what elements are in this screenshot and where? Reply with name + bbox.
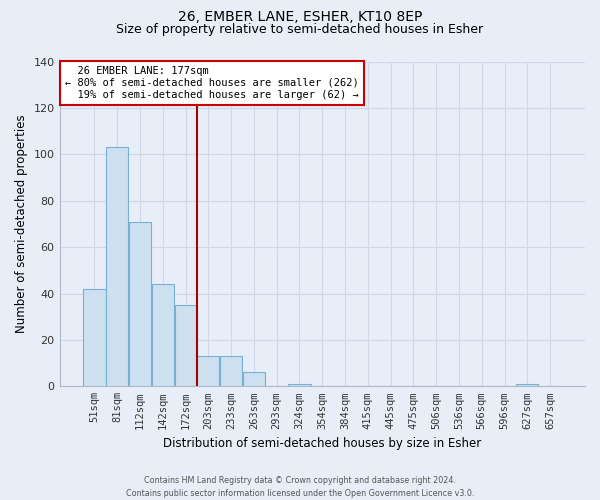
Bar: [106, 148, 128, 386]
Y-axis label: Number of semi-detached properties: Number of semi-detached properties: [15, 114, 28, 333]
Bar: [152, 284, 174, 386]
Text: 26 EMBER LANE: 177sqm
← 80% of semi-detached houses are smaller (262)
  19% of s: 26 EMBER LANE: 177sqm ← 80% of semi-deta…: [65, 66, 359, 100]
Text: Contains HM Land Registry data © Crown copyright and database right 2024.
Contai: Contains HM Land Registry data © Crown c…: [126, 476, 474, 498]
Bar: [129, 222, 151, 386]
Bar: [220, 356, 242, 386]
Text: Size of property relative to semi-detached houses in Esher: Size of property relative to semi-detach…: [116, 22, 484, 36]
Bar: [83, 289, 106, 386]
Bar: [289, 384, 311, 386]
X-axis label: Distribution of semi-detached houses by size in Esher: Distribution of semi-detached houses by …: [163, 437, 481, 450]
Bar: [243, 372, 265, 386]
Text: 26, EMBER LANE, ESHER, KT10 8EP: 26, EMBER LANE, ESHER, KT10 8EP: [178, 10, 422, 24]
Bar: [175, 305, 197, 386]
Bar: [197, 356, 220, 386]
Bar: [516, 384, 538, 386]
